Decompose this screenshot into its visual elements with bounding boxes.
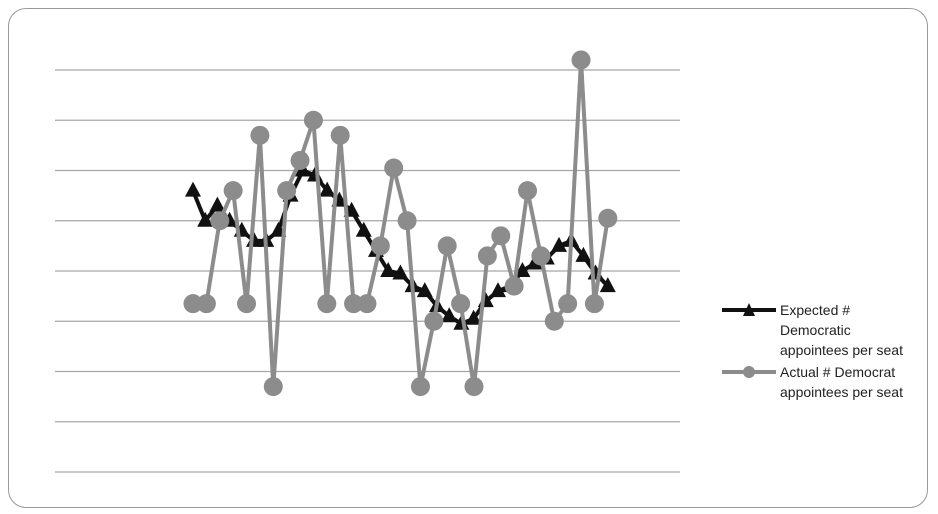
data-point [355,221,372,237]
data-point [490,282,506,298]
data-point [370,236,390,256]
data-point [209,196,226,212]
legend-item-actual: Actual # Democrat appointees per seat [722,362,932,402]
data-point [357,294,377,314]
data-point [303,110,323,130]
legend-label-expected-2: Democratic [780,322,851,338]
data-point [185,181,201,197]
chart-legend: Expected # Democratic appointees per sea… [722,300,932,404]
data-point [392,264,409,280]
data-point [319,181,336,197]
data-point [558,294,578,314]
data-point [416,282,433,298]
data-point [464,377,484,397]
data-point [477,246,497,266]
data-point [531,246,551,266]
data-point [330,125,350,145]
data-point [451,294,471,314]
data-point [518,181,538,201]
data-point [504,276,524,296]
data-point [223,181,243,201]
data-point [441,307,458,323]
data-point [584,294,604,314]
series-line [193,57,610,389]
data-point [551,236,567,252]
data-point [344,294,364,314]
data-point [250,125,270,145]
data-point [210,211,230,231]
data-point [317,294,337,314]
legend-item-expected: Expected # Democratic appointees per sea… [722,300,932,360]
legend-swatch-actual [722,366,776,378]
data-point [380,262,397,277]
data-point [575,246,592,262]
data-point [384,158,404,178]
data-point [437,236,457,256]
data-point [514,262,531,277]
data-point [196,294,216,314]
legend-label-expected-3: appointees per seat [780,342,903,358]
data-point [183,294,203,314]
data-point [465,309,482,325]
data-point [571,50,591,70]
data-point [598,208,618,228]
data-point [491,226,511,246]
legend-swatch-expected [722,303,776,316]
data-point [237,294,257,314]
data-point [263,377,283,397]
data-point [290,150,310,170]
series-actual-democrat [183,50,618,397]
data-point [410,377,430,397]
data-point [397,211,417,231]
legend-label-expected-1: Expected # [780,302,851,318]
data-point [544,311,564,331]
legend-label-actual-1: Actual # Democrat [780,364,896,380]
data-point [424,311,444,331]
data-point [197,211,214,227]
legend-label-actual-2: appointees per seat [780,384,903,400]
chart-frame [8,8,928,508]
data-point [277,181,297,201]
data-point [599,277,616,293]
